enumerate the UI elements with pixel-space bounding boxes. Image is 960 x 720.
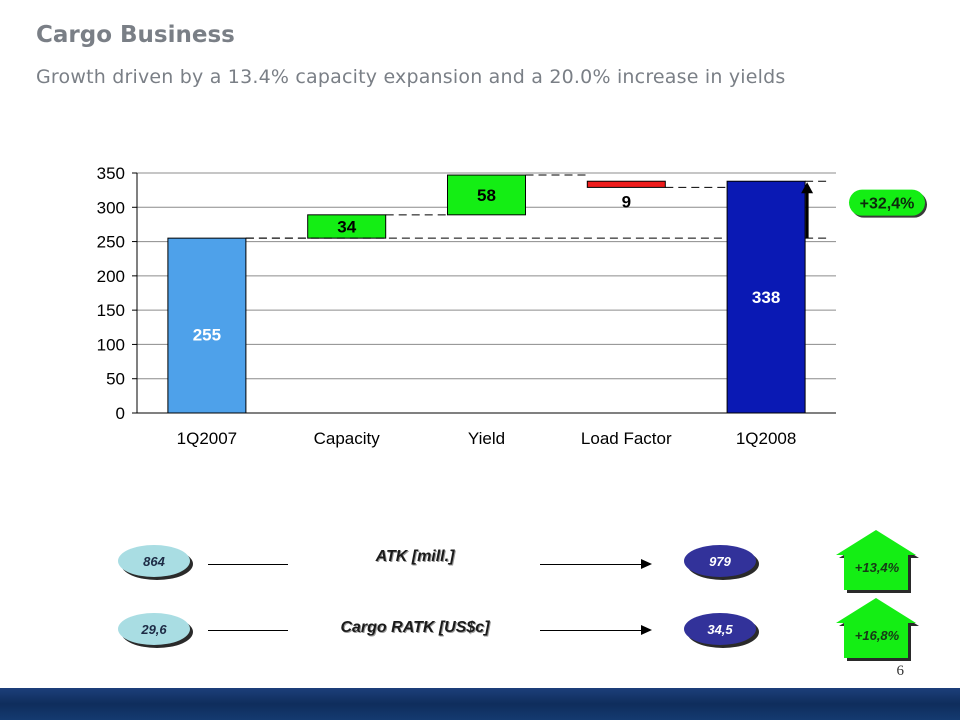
annotation-label: +32,4% <box>860 196 915 213</box>
atk-start-value: 864 <box>118 545 190 577</box>
ratk-end-value: 34,5 <box>684 613 756 645</box>
bar-1q2008 <box>726 180 806 414</box>
ratk-label: Cargo RATK [US$c] <box>340 619 490 636</box>
footer-band <box>0 688 960 720</box>
atk-label: ATK [mill.] <box>375 548 455 565</box>
y-tick-label: 300 <box>97 198 125 217</box>
bar-load-factor <box>586 180 666 188</box>
y-tick-label: 150 <box>97 301 125 320</box>
x-tick-label: 1Q2008 <box>736 429 797 448</box>
atk-connector-line <box>208 564 288 565</box>
data-label: 9 <box>622 192 631 211</box>
waterfall-chart: 0 50 100 150 200 250 300 350 255 1Q2007 34 Capacity… <box>97 164 927 448</box>
bar-capacity <box>307 214 387 239</box>
ratk-growth-arrow-icon: +16,8% <box>832 598 922 662</box>
ratk-arrow-line <box>540 630 642 631</box>
data-label: 58 <box>477 186 496 205</box>
x-tick-label: Load Factor <box>581 429 672 448</box>
metric-row-atk: 864 ATK [mill.] 979 +13,4% <box>0 530 960 593</box>
page-number: 6 <box>896 663 905 679</box>
metric-row-ratk: 29,6 Cargo RATK [US$c] 34,5 +16,8% <box>0 598 960 662</box>
y-tick-label: 250 <box>97 233 125 252</box>
data-label: 338 <box>752 288 780 307</box>
atk-end-value: 979 <box>684 545 756 577</box>
y-tick-label: 350 <box>97 164 125 183</box>
x-tick-label: Capacity <box>314 429 381 448</box>
page-title: Cargo Business <box>36 22 235 48</box>
ratk-growth-value: +16,8% <box>854 628 900 643</box>
page-subtitle: Growth driven by a 13.4% capacity expans… <box>36 66 786 88</box>
x-tick-label: Yield <box>468 429 505 448</box>
data-label: 34 <box>337 217 356 236</box>
ratk-connector-line <box>208 630 288 631</box>
ratk-arrow-head-icon <box>641 625 652 635</box>
y-tick-label: 100 <box>97 335 125 354</box>
atk-arrow-line <box>540 564 642 565</box>
annotation-arrow-icon <box>801 182 814 194</box>
bar-yield <box>447 174 526 216</box>
atk-arrow-head-icon <box>641 559 652 569</box>
y-tick-label: 0 <box>116 404 125 423</box>
annotation-badge <box>849 189 925 216</box>
ratk-start-value: 29,6 <box>118 613 190 645</box>
atk-growth-arrow-icon: +13,4% <box>832 530 922 594</box>
y-tick-label: 200 <box>97 267 125 286</box>
bar-1q2007 <box>167 237 247 414</box>
x-tick-label: 1Q2007 <box>177 429 238 448</box>
atk-growth-value: +13,4% <box>854 560 900 575</box>
data-label: 255 <box>193 325 221 344</box>
y-tick-label: 50 <box>106 370 125 389</box>
